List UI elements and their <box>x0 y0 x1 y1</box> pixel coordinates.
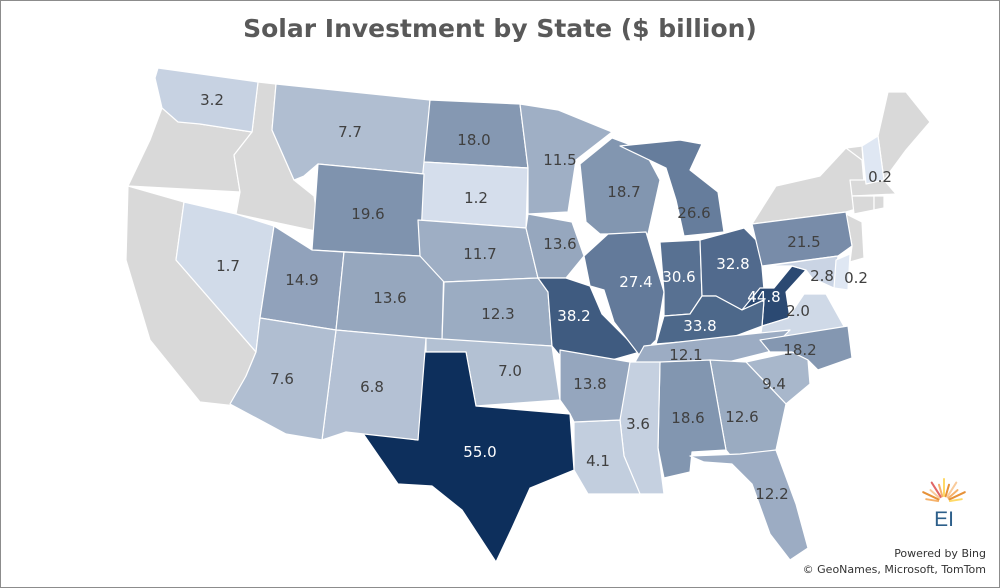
value-label-maryland: 2.8 <box>810 267 834 285</box>
value-label-ohio: 32.8 <box>716 255 749 273</box>
value-label-north-carolina: 18.2 <box>783 341 816 359</box>
state-missouri <box>537 277 641 361</box>
value-label-arkansas: 13.8 <box>573 375 606 393</box>
copyright-text: © GeoNames, Microsoft, TomTom <box>802 563 986 576</box>
state-maryland <box>765 255 839 289</box>
map-credits: Powered by Bing © GeoNames, Microsoft, T… <box>803 546 986 578</box>
logo-ray <box>944 483 951 498</box>
value-label-new-hampshire: 0.2 <box>868 168 892 186</box>
logo-ray <box>948 491 966 501</box>
state-new-hampshire <box>861 135 885 185</box>
state-maine-nodata <box>877 91 931 181</box>
map-title: Solar Investment by State ($ billion) <box>243 14 757 43</box>
value-label-utah: 14.9 <box>285 271 318 289</box>
state-wisconsin <box>579 137 661 235</box>
powered-by-text: Powered by Bing <box>894 547 986 560</box>
state-value-labels: 3.2 7.7 18.0 1.2 11.5 18.7 26.6 19.6 1.7 14.9 13.6… <box>200 91 892 503</box>
value-label-wyoming: 19.6 <box>351 205 384 223</box>
value-label-alabama: 18.6 <box>671 409 704 427</box>
value-label-pennsylvania: 21.5 <box>787 233 820 251</box>
value-label-missouri: 38.2 <box>557 307 590 325</box>
logo-ray <box>948 498 963 503</box>
value-label-south-dakota: 1.2 <box>464 189 488 207</box>
state-illinois <box>583 231 665 357</box>
value-label-west-virginia: 44.8 <box>747 288 780 306</box>
value-label-kentucky: 33.8 <box>683 317 716 335</box>
value-label-north-dakota: 18.0 <box>457 131 490 149</box>
state-texas <box>361 351 575 563</box>
value-label-virginia: 2.0 <box>786 302 810 320</box>
value-label-new-mexico: 6.8 <box>360 378 384 396</box>
logo-ray <box>947 489 959 500</box>
value-label-florida: 12.2 <box>755 485 788 503</box>
value-label-indiana: 30.6 <box>662 268 695 286</box>
value-label-montana: 7.7 <box>338 123 362 141</box>
sunburst-logo-icon: EI <box>918 474 974 531</box>
value-label-washington: 3.2 <box>200 91 224 109</box>
state-michigan <box>619 139 725 237</box>
value-label-south-carolina: 9.4 <box>762 375 786 393</box>
value-label-colorado: 13.6 <box>373 289 406 307</box>
value-label-tennessee: 12.1 <box>669 346 702 364</box>
value-label-nebraska: 11.7 <box>463 245 496 263</box>
logo-text: EI <box>934 508 954 530</box>
value-label-oklahoma: 7.0 <box>498 362 522 380</box>
value-label-louisiana: 4.1 <box>586 452 610 470</box>
value-label-arizona: 7.6 <box>270 370 294 388</box>
logo-ray <box>929 489 941 500</box>
value-label-illinois: 27.4 <box>619 273 652 291</box>
value-label-texas: 55.0 <box>463 443 496 461</box>
logo-ray <box>922 491 940 501</box>
state-new-york-nodata <box>751 147 867 225</box>
logo-ray <box>930 481 942 498</box>
logo-ray <box>925 498 940 503</box>
value-label-mississippi: 3.6 <box>626 415 650 433</box>
state-connecticut-nodata <box>851 195 875 215</box>
value-label-wisconsin: 18.7 <box>607 183 640 201</box>
value-label-iowa: 13.6 <box>543 235 576 253</box>
state-north-carolina <box>759 325 853 371</box>
state-delaware <box>833 253 851 291</box>
state-pennsylvania <box>751 211 853 267</box>
value-label-georgia: 12.6 <box>725 408 758 426</box>
logo-ray <box>946 481 958 498</box>
value-label-minnesota: 11.5 <box>543 151 576 169</box>
value-label-michigan: 26.6 <box>677 204 710 222</box>
state-shapes <box>154 67 885 563</box>
logo-ray <box>937 483 944 498</box>
value-label-delaware: 0.2 <box>844 269 868 287</box>
state-florida <box>689 449 809 561</box>
state-rhode-island-nodata <box>873 195 885 211</box>
state-minnesota <box>519 103 613 215</box>
state-arizona <box>229 317 337 441</box>
value-label-nevada: 1.7 <box>216 257 240 275</box>
value-label-kansas: 12.3 <box>481 305 514 323</box>
state-washington <box>154 67 259 133</box>
